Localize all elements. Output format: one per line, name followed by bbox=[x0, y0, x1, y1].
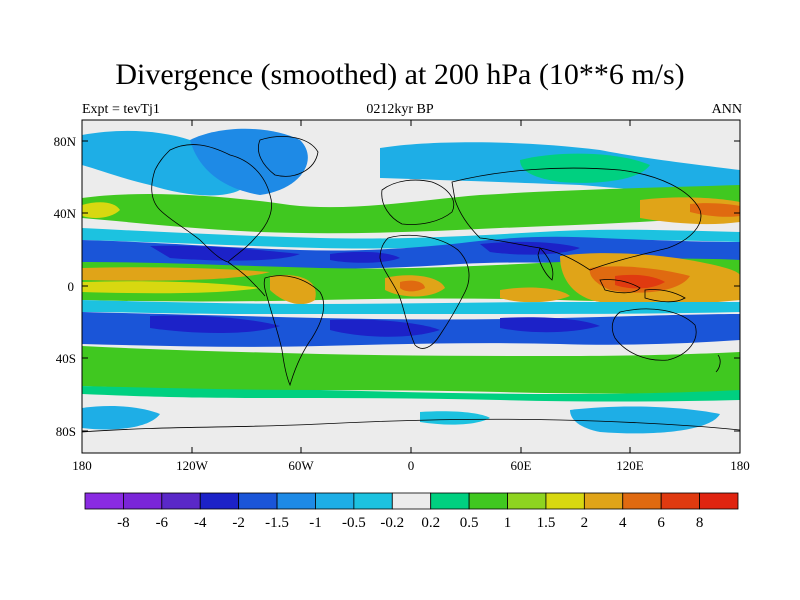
colorbar-label: 1.5 bbox=[537, 515, 556, 531]
lat-tick-80n: 80N bbox=[54, 134, 77, 149]
season-label: ANN bbox=[711, 102, 742, 117]
colorbar-label: 2 bbox=[581, 515, 589, 531]
colorbar-label: -0.2 bbox=[380, 515, 404, 531]
south-midlat-teal bbox=[82, 386, 740, 402]
north-subtropic-cyan bbox=[82, 228, 740, 249]
colorbar-label: 1 bbox=[504, 515, 512, 531]
lon-tick-180e: 180 bbox=[730, 458, 750, 473]
latitude-ticks bbox=[82, 140, 740, 432]
central-america-coast bbox=[227, 261, 266, 297]
colorbar-box bbox=[353, 492, 393, 510]
south-america-coast bbox=[263, 275, 325, 387]
lat-tick-0: 0 bbox=[68, 279, 75, 294]
colorbar-label: 8 bbox=[696, 515, 704, 531]
colorbar-box bbox=[161, 492, 201, 510]
lon-tick-180w: 180 bbox=[72, 458, 92, 473]
colorbar-box bbox=[199, 492, 240, 510]
experiment-label: Expt = tevTj1 bbox=[82, 102, 160, 117]
new-zealand-coast bbox=[715, 354, 721, 373]
colorbar-label: -2 bbox=[232, 515, 245, 531]
south-subtropic-cyan bbox=[82, 300, 740, 314]
colorbar-label: 4 bbox=[619, 515, 627, 531]
colorbar-label: 6 bbox=[657, 515, 665, 531]
indonesia-coast bbox=[599, 279, 686, 303]
south-atlantic-deep-blue bbox=[330, 319, 440, 337]
colorbar-label: 0.5 bbox=[460, 515, 479, 531]
colorbar-label: -0.5 bbox=[342, 515, 366, 531]
colorbar-box bbox=[507, 492, 547, 510]
africa-red bbox=[400, 280, 425, 292]
lat-tick-80s: 80S bbox=[56, 424, 76, 439]
lon-tick-60e: 60E bbox=[511, 458, 532, 473]
southern-ocean-cyan-west bbox=[82, 406, 160, 430]
colorbar bbox=[84, 492, 739, 510]
colorbar-box bbox=[238, 492, 278, 510]
southern-ocean-cyan-mid bbox=[420, 411, 490, 425]
greenland-blue-region bbox=[190, 128, 308, 195]
lon-tick-120w: 120W bbox=[176, 458, 209, 473]
colorbar-label: -8 bbox=[117, 515, 130, 531]
colorbar-box bbox=[430, 492, 470, 510]
colorbar-box bbox=[699, 492, 739, 510]
south-pacific-deep-blue bbox=[150, 315, 280, 333]
south-indian-deep-blue bbox=[500, 317, 600, 333]
colorbar-box bbox=[468, 492, 508, 510]
north-pacific-deep-blue bbox=[150, 245, 300, 261]
south-midlat-green bbox=[82, 346, 740, 394]
lon-tick-60w: 60W bbox=[288, 458, 314, 473]
map-title: Divergence (smoothed) at 200 hPa (10**6 … bbox=[115, 58, 685, 91]
colorbar-label: -6 bbox=[156, 515, 169, 531]
africa-coast bbox=[379, 234, 470, 349]
southern-ocean-cyan-east bbox=[570, 406, 720, 434]
colorbar-box bbox=[276, 492, 316, 510]
indian-ocean-orange bbox=[500, 287, 570, 303]
colorbar-label: -1.5 bbox=[265, 515, 289, 531]
antarctica-coast bbox=[82, 418, 740, 433]
pacific-itcz-yellow bbox=[82, 281, 260, 294]
colorbar-box bbox=[84, 492, 124, 510]
time-label: 0212kyr BP bbox=[366, 102, 434, 117]
north-pacific-yellow bbox=[82, 202, 120, 218]
longitude-ticks bbox=[81, 120, 741, 453]
asia-coast bbox=[451, 167, 702, 271]
lon-tick-120e: 120E bbox=[616, 458, 644, 473]
asia-deep-blue bbox=[480, 241, 580, 255]
lon-tick-0: 0 bbox=[408, 458, 415, 473]
colorbar-box bbox=[545, 492, 585, 510]
lat-tick-40s: 40S bbox=[56, 351, 76, 366]
coastlines bbox=[82, 136, 740, 433]
colorbar-box bbox=[660, 492, 700, 510]
colorbar-box bbox=[391, 492, 432, 510]
atlantic-deep-blue bbox=[330, 251, 400, 263]
colorbar-box bbox=[622, 492, 662, 510]
greenland-coast bbox=[258, 136, 319, 177]
north-pacific-green-band bbox=[82, 185, 740, 234]
asia-red-patch bbox=[690, 203, 740, 217]
lat-tick-40n: 40N bbox=[54, 206, 77, 221]
colorbar-label: -4 bbox=[194, 515, 207, 531]
europe-coast bbox=[381, 179, 455, 225]
india-coast bbox=[537, 247, 554, 281]
australia-coast bbox=[611, 308, 697, 361]
pacific-itcz-orange bbox=[82, 267, 270, 281]
south-america-orange bbox=[270, 275, 316, 305]
colorbar-label: 0.2 bbox=[421, 515, 440, 531]
colorbar-label: -1 bbox=[309, 515, 322, 531]
colorbar-box bbox=[123, 492, 163, 510]
maritime-continent-deepred bbox=[615, 274, 665, 289]
colorbar-box bbox=[315, 492, 355, 510]
colorbar-box bbox=[583, 492, 624, 510]
colorbar-labels: -8 -6 -4 -2 -1.5 -1 -0.5 -0.2 0.2 0.5 1 1.5 2 4 6 8 bbox=[117, 515, 703, 531]
divergence-field bbox=[82, 120, 740, 453]
